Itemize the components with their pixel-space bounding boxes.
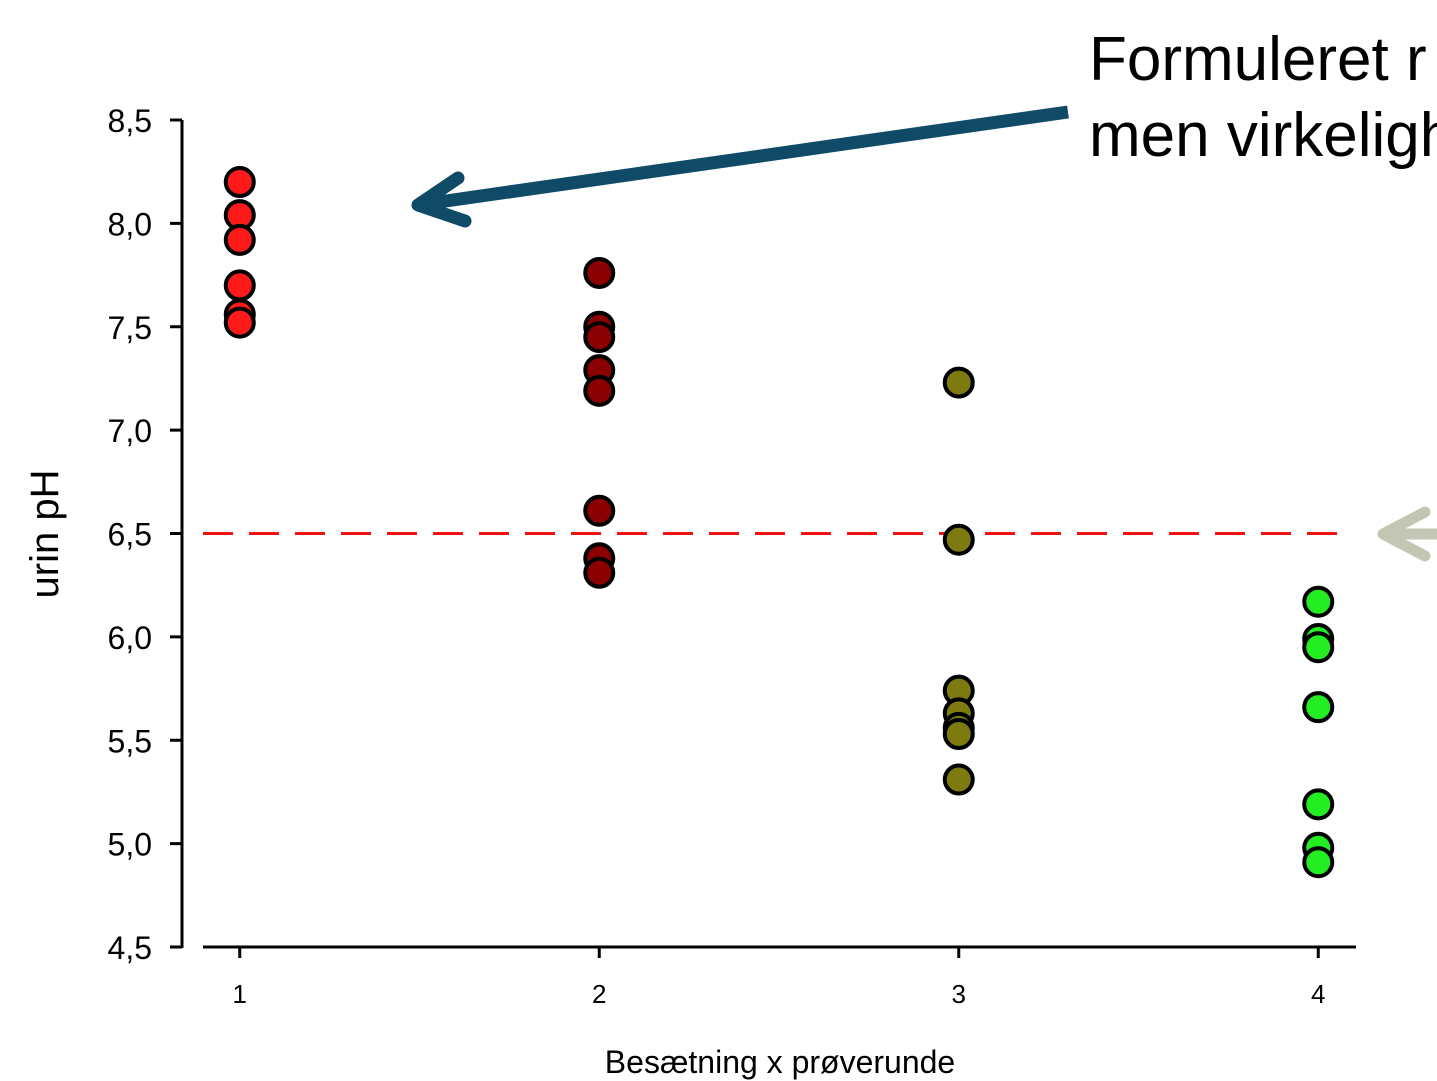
x-tick-label: 1	[233, 979, 247, 1009]
data-point-group-2	[583, 556, 616, 589]
y-tick-label: 8,5	[108, 103, 152, 139]
annotation-arrow	[411, 105, 1069, 228]
data-point-group-2	[583, 256, 616, 289]
data-point-group-4	[1302, 585, 1335, 618]
y-tick-label: 6,0	[108, 620, 152, 656]
annotation-text: Formuleret r men virkeligh	[1089, 22, 1437, 174]
y-tick-label: 7,0	[108, 413, 152, 449]
y-axis-ticks: 4,5 5,0 5,5 6,0 6,5 7,0 7,5 8,0 8,5	[108, 103, 182, 966]
y-tick-label: 8,0	[108, 206, 152, 242]
y-tick-label: 5,0	[108, 827, 152, 863]
y-tick-label: 7,5	[108, 310, 152, 346]
data-point-group-1	[223, 223, 256, 256]
data-point-group-1	[223, 166, 256, 199]
data-point-group-3	[942, 718, 975, 751]
data-point-group-3	[942, 366, 975, 399]
y-tick-label: 4,5	[108, 930, 152, 966]
x-axis-ticks: 1 2 3 4	[233, 947, 1325, 1009]
y-tick-label: 5,5	[108, 723, 152, 759]
threshold-arrow-icon	[1377, 506, 1437, 562]
data-point-group-1	[223, 269, 256, 302]
data-points	[223, 166, 1335, 879]
y-tick-label: 6,5	[108, 517, 152, 553]
annotation-line-1: Formuleret r	[1089, 25, 1427, 94]
data-point-group-1	[223, 306, 256, 339]
x-tick-label: 2	[592, 979, 606, 1009]
x-tick-label: 3	[952, 979, 966, 1009]
data-point-group-2	[583, 321, 616, 354]
x-tick-label: 4	[1311, 979, 1325, 1009]
data-point-group-2	[583, 374, 616, 407]
data-point-group-2	[583, 494, 616, 527]
data-point-group-4	[1302, 788, 1335, 821]
data-point-group-4	[1302, 846, 1335, 879]
data-point-group-4	[1302, 631, 1335, 664]
annotation-line-2: men virkeligh	[1089, 101, 1437, 170]
y-axis-label: urin pH	[23, 470, 67, 599]
x-axis-label: Besætning x prøverunde	[605, 1044, 955, 1080]
data-point-group-4	[1302, 691, 1335, 724]
data-point-group-3	[942, 763, 975, 796]
data-point-group-3	[942, 523, 975, 556]
